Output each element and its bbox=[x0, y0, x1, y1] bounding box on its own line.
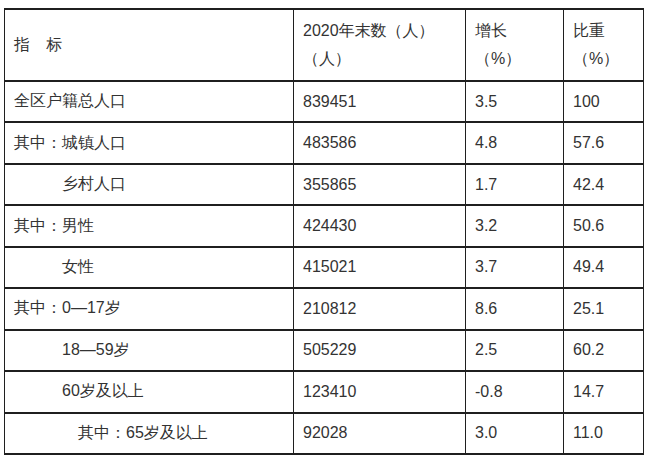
header-share-line2: （%） bbox=[573, 45, 637, 73]
header-indicator: 指 标 bbox=[5, 9, 294, 81]
growth-cell: -0.8 bbox=[466, 371, 564, 412]
share-cell: 50.6 bbox=[564, 205, 644, 246]
indicator-cell: 其中：65岁及以上 bbox=[5, 413, 294, 455]
header-value: 2020年末数（人） （人） bbox=[294, 9, 466, 81]
share-cell: 57.6 bbox=[564, 122, 644, 163]
value-cell: 424430 bbox=[294, 205, 466, 246]
share-cell: 100 bbox=[564, 81, 644, 122]
share-cell: 60.2 bbox=[564, 330, 644, 371]
indicator-cell: 全区户籍总人口 bbox=[5, 81, 294, 122]
growth-cell: 3.2 bbox=[466, 205, 564, 246]
header-value-line1: 2020年末数（人） bbox=[303, 17, 459, 45]
growth-cell: 3.5 bbox=[466, 81, 564, 122]
share-cell: 49.4 bbox=[564, 247, 644, 288]
table-row: 60岁及以上 123410 -0.8 14.7 bbox=[5, 371, 644, 412]
indicator-cell: 其中：0—17岁 bbox=[5, 288, 294, 329]
table-row: 女性 415021 3.7 49.4 bbox=[5, 247, 644, 288]
header-row: 指 标 2020年末数（人） （人） 增长 （%） 比重 （%） bbox=[5, 9, 644, 81]
table-row: 18—59岁 505229 2.5 60.2 bbox=[5, 330, 644, 371]
header-growth: 增长 （%） bbox=[466, 9, 564, 81]
table-row: 乡村人口 355865 1.7 42.4 bbox=[5, 164, 644, 205]
value-cell: 483586 bbox=[294, 122, 466, 163]
header-value-line2: （人） bbox=[303, 45, 459, 73]
value-cell: 355865 bbox=[294, 164, 466, 205]
table-row: 其中：0—17岁 210812 8.6 25.1 bbox=[5, 288, 644, 329]
table-body: 全区户籍总人口 839451 3.5 100 其中：城镇人口 483586 4.… bbox=[5, 81, 644, 454]
share-cell: 11.0 bbox=[564, 413, 644, 455]
header-growth-line1: 增长 bbox=[475, 17, 557, 45]
indicator-cell: 60岁及以上 bbox=[5, 371, 294, 412]
header-share: 比重 （%） bbox=[564, 9, 644, 81]
header-share-line1: 比重 bbox=[573, 17, 637, 45]
indicator-cell: 18—59岁 bbox=[5, 330, 294, 371]
share-cell: 14.7 bbox=[564, 371, 644, 412]
growth-cell: 8.6 bbox=[466, 288, 564, 329]
table-row: 全区户籍总人口 839451 3.5 100 bbox=[5, 81, 644, 122]
value-cell: 415021 bbox=[294, 247, 466, 288]
value-cell: 123410 bbox=[294, 371, 466, 412]
table-row: 其中：男性 424430 3.2 50.6 bbox=[5, 205, 644, 246]
header-indicator-label: 指 标 bbox=[14, 31, 287, 59]
table-row: 其中：城镇人口 483586 4.8 57.6 bbox=[5, 122, 644, 163]
indicator-cell: 其中：男性 bbox=[5, 205, 294, 246]
value-cell: 505229 bbox=[294, 330, 466, 371]
growth-cell: 1.7 bbox=[466, 164, 564, 205]
indicator-cell: 乡村人口 bbox=[5, 164, 294, 205]
header-growth-line2: （%） bbox=[475, 45, 557, 73]
growth-cell: 4.8 bbox=[466, 122, 564, 163]
value-cell: 210812 bbox=[294, 288, 466, 329]
value-cell: 839451 bbox=[294, 81, 466, 122]
population-stat-table: 指 标 2020年末数（人） （人） 增长 （%） 比重 （%） 全区户籍总人口… bbox=[4, 8, 644, 455]
value-cell: 92028 bbox=[294, 413, 466, 455]
growth-cell: 3.0 bbox=[466, 413, 564, 455]
share-cell: 25.1 bbox=[564, 288, 644, 329]
share-cell: 42.4 bbox=[564, 164, 644, 205]
indicator-cell: 其中：城镇人口 bbox=[5, 122, 294, 163]
growth-cell: 3.7 bbox=[466, 247, 564, 288]
table-row: 其中：65岁及以上 92028 3.0 11.0 bbox=[5, 413, 644, 455]
growth-cell: 2.5 bbox=[466, 330, 564, 371]
table-header: 指 标 2020年末数（人） （人） 增长 （%） 比重 （%） bbox=[5, 9, 644, 81]
indicator-cell: 女性 bbox=[5, 247, 294, 288]
